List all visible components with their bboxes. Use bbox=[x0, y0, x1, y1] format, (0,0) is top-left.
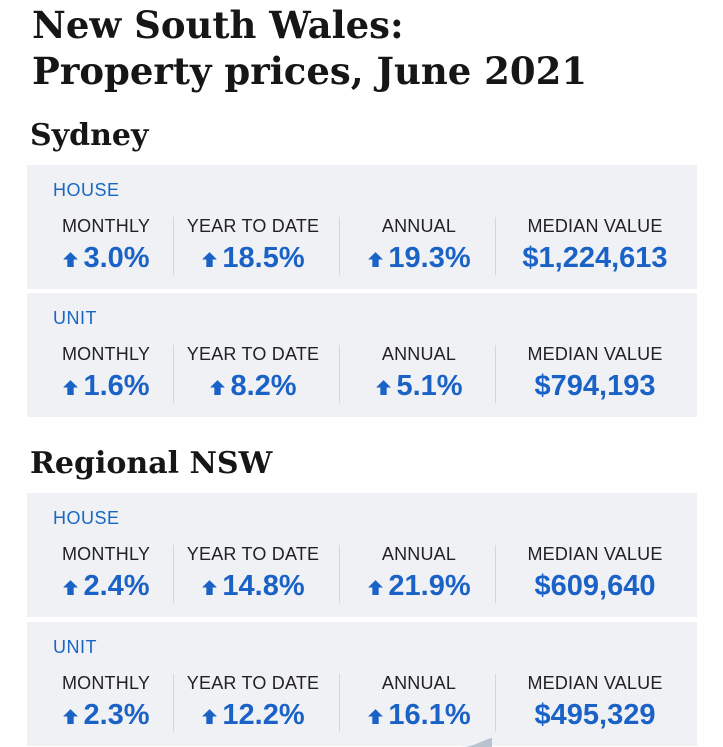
arrow-up-icon bbox=[210, 380, 226, 395]
metric-label: ANNUAL bbox=[381, 544, 457, 564]
metric-value: 14.8% bbox=[177, 569, 329, 603]
metric-divider bbox=[173, 674, 174, 732]
metric-value-text: 1.6% bbox=[83, 370, 150, 402]
metric-monthly: MONTHLY 1.6% bbox=[41, 343, 171, 403]
metric-divider bbox=[339, 545, 340, 603]
metric-value-text: 2.3% bbox=[83, 699, 150, 731]
metric-value: 2.3% bbox=[41, 698, 171, 732]
metric-year-to-date: YEAR TO DATE 18.5% bbox=[177, 215, 329, 275]
metric-label: YEAR TO DATE bbox=[186, 673, 320, 693]
metric-label: MEDIAN VALUE bbox=[527, 673, 663, 693]
metric-label: YEAR TO DATE bbox=[186, 544, 320, 564]
arrow-up-icon bbox=[368, 709, 384, 724]
metric-year-to-date: YEAR TO DATE 8.2% bbox=[177, 343, 329, 403]
section-title-sydney: Sydney bbox=[30, 118, 149, 153]
metric-value-text: 5.1% bbox=[396, 370, 463, 402]
metric-value-text: 19.3% bbox=[388, 242, 471, 274]
metric-monthly: MONTHLY 3.0% bbox=[41, 215, 171, 275]
metric-divider bbox=[339, 345, 340, 403]
metric-label: ANNUAL bbox=[381, 344, 457, 364]
metric-value: 18.5% bbox=[177, 241, 329, 275]
metric-divider bbox=[339, 674, 340, 732]
metric-median-value: MEDIAN VALUE $609,640 bbox=[500, 543, 690, 603]
metric-annual: ANNUAL 19.3% bbox=[349, 215, 489, 275]
metric-year-to-date: YEAR TO DATE 14.8% bbox=[177, 543, 329, 603]
metric-value: $609,640 bbox=[534, 570, 656, 602]
metric-label: MEDIAN VALUE bbox=[527, 216, 663, 236]
metric-value-text: 18.5% bbox=[222, 242, 305, 274]
arrow-up-icon bbox=[63, 380, 79, 395]
card-label: HOUSE bbox=[53, 180, 120, 200]
metric-divider bbox=[173, 217, 174, 275]
card-label: UNIT bbox=[53, 308, 97, 328]
metric-value-text: 21.9% bbox=[388, 570, 471, 602]
arrow-up-icon bbox=[63, 252, 79, 267]
metric-divider bbox=[339, 217, 340, 275]
decorative-curve bbox=[462, 738, 492, 747]
metric-monthly: MONTHLY 2.4% bbox=[41, 543, 171, 603]
arrow-up-icon bbox=[202, 580, 218, 595]
metric-label: MONTHLY bbox=[61, 216, 151, 236]
arrow-up-icon bbox=[63, 580, 79, 595]
arrow-up-icon bbox=[202, 252, 218, 267]
metric-value-text: 2.4% bbox=[83, 570, 150, 602]
metric-value: 8.2% bbox=[177, 369, 329, 403]
metric-label: YEAR TO DATE bbox=[186, 344, 320, 364]
metric-median-value: MEDIAN VALUE $495,329 bbox=[500, 672, 690, 732]
metric-value-text: 12.2% bbox=[222, 699, 305, 731]
metric-year-to-date: YEAR TO DATE 12.2% bbox=[177, 672, 329, 732]
metric-value: 12.2% bbox=[177, 698, 329, 732]
metric-value: 19.3% bbox=[349, 241, 489, 275]
page-title: New South Wales: Property prices, June 2… bbox=[32, 2, 587, 94]
metric-label: MONTHLY bbox=[61, 344, 151, 364]
card-label: HOUSE bbox=[53, 508, 120, 528]
arrow-up-icon bbox=[368, 580, 384, 595]
metric-median-value: MEDIAN VALUE $1,224,613 bbox=[500, 215, 690, 275]
metric-divider bbox=[495, 217, 496, 275]
metric-divider bbox=[173, 345, 174, 403]
metric-value: 16.1% bbox=[349, 698, 489, 732]
metric-annual: ANNUAL 5.1% bbox=[349, 343, 489, 403]
metric-label: MEDIAN VALUE bbox=[527, 544, 663, 564]
arrow-up-icon bbox=[202, 709, 218, 724]
metric-median-value: MEDIAN VALUE $794,193 bbox=[500, 343, 690, 403]
metric-label: ANNUAL bbox=[381, 673, 457, 693]
metric-value: 5.1% bbox=[349, 369, 489, 403]
metric-label: ANNUAL bbox=[381, 216, 457, 236]
metric-label: YEAR TO DATE bbox=[186, 216, 320, 236]
metric-value: 3.0% bbox=[41, 241, 171, 275]
metric-annual: ANNUAL 16.1% bbox=[349, 672, 489, 732]
page-title-line-2: Property prices, June 2021 bbox=[32, 49, 588, 93]
card-regional-unit: UNIT MONTHLY 2.3% YEAR TO DATE 12.2% ANN… bbox=[27, 622, 697, 746]
page-title-line-1: New South Wales: bbox=[32, 3, 404, 47]
metric-value-text: 3.0% bbox=[83, 242, 150, 274]
metric-divider bbox=[173, 545, 174, 603]
arrow-up-icon bbox=[368, 252, 384, 267]
metric-value: 2.4% bbox=[41, 569, 171, 603]
metric-value-text: 16.1% bbox=[388, 699, 471, 731]
metric-divider bbox=[495, 345, 496, 403]
metric-value-text: 14.8% bbox=[222, 570, 305, 602]
arrow-up-icon bbox=[63, 709, 79, 724]
metric-value: 21.9% bbox=[349, 569, 489, 603]
card-sydney-unit: UNIT MONTHLY 1.6% YEAR TO DATE 8.2% ANNU… bbox=[27, 293, 697, 417]
metric-divider bbox=[495, 545, 496, 603]
metric-label: MEDIAN VALUE bbox=[527, 344, 663, 364]
metric-label: MONTHLY bbox=[61, 544, 151, 564]
metric-value: $495,329 bbox=[534, 699, 656, 731]
metric-value-text: 8.2% bbox=[230, 370, 297, 402]
metric-value: 1.6% bbox=[41, 369, 171, 403]
card-label: UNIT bbox=[53, 637, 97, 657]
metric-value: $794,193 bbox=[534, 370, 656, 402]
metric-divider bbox=[495, 674, 496, 732]
arrow-up-icon bbox=[376, 380, 392, 395]
metric-value: $1,224,613 bbox=[522, 242, 668, 274]
metric-label: MONTHLY bbox=[61, 673, 151, 693]
section-title-regional-nsw: Regional NSW bbox=[30, 446, 273, 481]
card-regional-house: HOUSE MONTHLY 2.4% YEAR TO DATE 14.8% AN… bbox=[27, 493, 697, 617]
metric-monthly: MONTHLY 2.3% bbox=[41, 672, 171, 732]
card-sydney-house: HOUSE MONTHLY 3.0% YEAR TO DATE 18.5% AN… bbox=[27, 165, 697, 289]
metric-annual: ANNUAL 21.9% bbox=[349, 543, 489, 603]
